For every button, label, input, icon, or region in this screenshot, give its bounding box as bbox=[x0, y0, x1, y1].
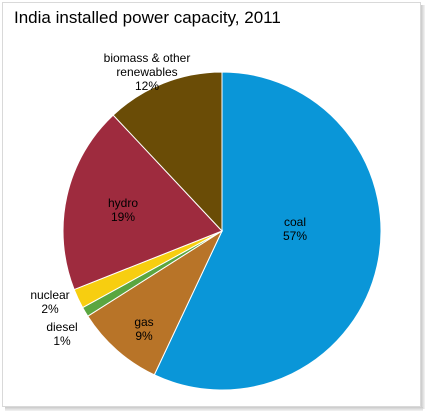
pie-label-biomass-other-renewables: biomass & other renewables 12% bbox=[104, 51, 191, 93]
chart-title: India installed power capacity, 2011 bbox=[14, 8, 281, 27]
pie-label-name: biomass & other bbox=[104, 51, 191, 65]
pie-label-hydro: hydro 19% bbox=[108, 196, 138, 224]
pie-label-value: 2% bbox=[41, 302, 59, 316]
pie-label-value: 57% bbox=[283, 229, 307, 243]
frame-shadow-bottom bbox=[5, 407, 423, 411]
pie-label-name: gas bbox=[134, 315, 153, 329]
pie-label-name: coal bbox=[284, 215, 306, 229]
pie-label-value: 19% bbox=[111, 210, 135, 224]
pie-label-nuclear: nuclear 2% bbox=[30, 288, 69, 316]
pie-label-name: diesel bbox=[46, 320, 77, 334]
pie-label-value: 1% bbox=[53, 334, 71, 348]
pie-slice-coal bbox=[153, 71, 382, 391]
pie-label-name: renewables bbox=[116, 65, 177, 79]
pie-label-value: 12% bbox=[135, 79, 159, 93]
pie-slice-hydro bbox=[62, 114, 223, 291]
pie-label-name: nuclear bbox=[30, 288, 69, 302]
pie-label-name: hydro bbox=[108, 196, 138, 210]
pie-label-diesel: diesel 1% bbox=[46, 320, 77, 348]
pie-labels: coal 57% gas 9% diesel 1% nuclear 2% hydro 19% bio… bbox=[30, 51, 307, 348]
frame-shadow-right bbox=[421, 5, 425, 409]
pie-label-coal: coal 57% bbox=[283, 215, 307, 243]
pie-slice-biomass-other-renewables bbox=[112, 71, 223, 233]
pie-slices bbox=[62, 71, 382, 391]
pie-label-value: 9% bbox=[135, 329, 153, 343]
pie-slice-gas bbox=[87, 229, 224, 376]
pie-label-gas: gas 9% bbox=[134, 315, 153, 343]
